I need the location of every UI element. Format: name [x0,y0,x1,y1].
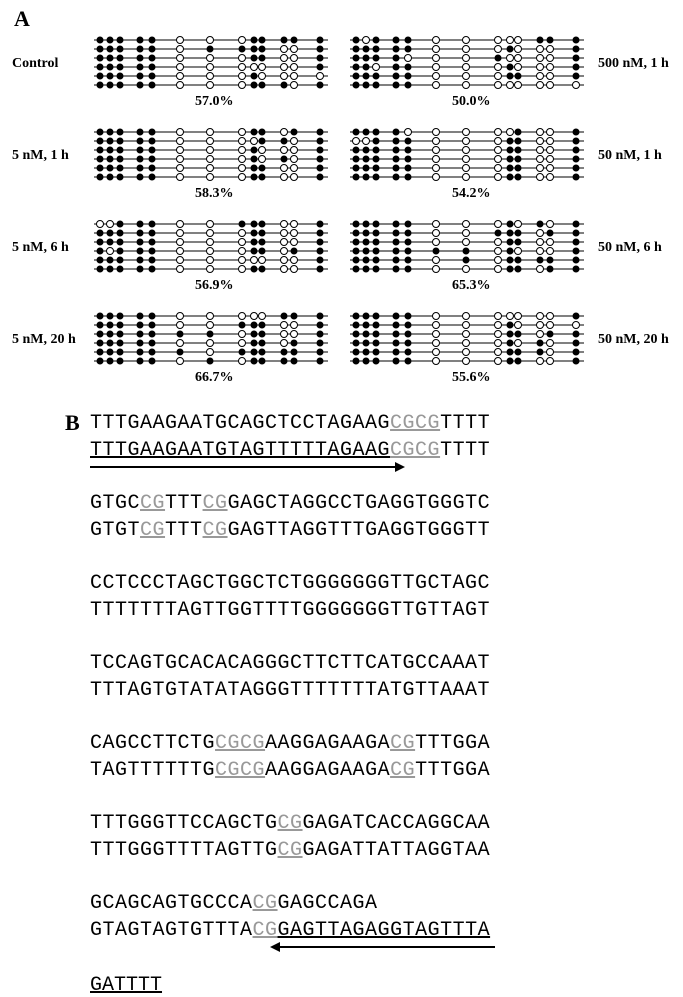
sequence-top: CAGCCTTCTGCGCGAAGGAGAAGACGTTTGGA [90,730,650,757]
percent-label: 50.0% [452,94,491,110]
methylation-block [348,34,588,94]
condition-label: 5 nM, 1 h [12,148,69,164]
sequence-top: TTTGAAGAATGCAGCTCCTAGAAGCGCGTTTT [90,410,650,437]
sequence-top: GCAGCAGTGCCCACGGAGCCAGA [90,890,650,917]
panel-b-label: B [65,410,80,436]
sequence-pair: GTGCCGTTTCGGAGCTAGGCCTGAGGTGGGTCGTGTCGTT… [90,490,650,544]
sequence-bottom: TTTGGGTTTTAGTTGCGGAGATTATTAGGTAA [90,837,650,864]
condition-label: Control [12,56,58,72]
sequence-top: TCCAGTGCACACAGGGCTTCTTCATGCCAAAT [90,650,650,677]
percent-label: 55.6% [452,370,491,386]
condition-label: 50 nM, 1 h [598,148,662,164]
methylation-block [348,310,588,370]
sequence-top: GTGCCGTTTCGGAGCTAGGCCTGAGGTGGGTC [90,490,650,517]
methylation-block [348,126,588,186]
sequence-bottom: TTTTTTTAGTTGGTTTTGGGGGGGTTGTTAGT [90,597,650,624]
sequence-bottom: TAGTTTTTTGCGCGAAGGAGAAGACGTTTGGA [90,757,650,784]
condition-label: 5 nM, 6 h [12,240,69,256]
methylation-block [92,34,332,94]
methylation-block [92,126,332,186]
percent-label: 58.3% [195,186,234,202]
sequence-top: TTTGGGTTCCAGCTGCGGAGATCACCAGGCAA [90,810,650,837]
sequence-pair: GCAGCAGTGCCCACGGAGCCAGAGTAGTAGTGTTTACGGA… [90,890,650,944]
methylation-block [348,218,588,278]
condition-label: 50 nM, 6 h [598,240,662,256]
percent-label: 66.7% [195,370,234,386]
sequence-bottom: GTAGTAGTGTTTACGGAGTTAGAGGTAGTTTA [90,917,650,944]
panel-b: TTTGAAGAATGCAGCTCCTAGAAGCGCGTTTTTTTGAAGA… [90,410,650,997]
methylation-block [92,218,332,278]
sequence-pair: CAGCCTTCTGCGCGAAGGAGAAGACGTTTGGATAGTTTTT… [90,730,650,784]
panel-a: Control 57.0% 500 nM, 1 h 50.0% 5 nM, 1 h 58.… [0,0,683,400]
sequence-pair: CCTCCCTAGCTGGCTCTGGGGGGGTTGCTAGCTTTTTTTA… [90,570,650,624]
footer-sequence: GATTTT [90,974,650,997]
condition-label: 500 nM, 1 h [598,56,669,72]
condition-label: 5 nM, 20 h [12,332,76,348]
percent-label: 57.0% [195,94,234,110]
percent-label: 65.3% [452,278,491,294]
sequence-pair: TTTGGGTTCCAGCTGCGGAGATCACCAGGCAATTTGGGTT… [90,810,650,864]
percent-label: 54.2% [452,186,491,202]
percent-label: 56.9% [195,278,234,294]
condition-label: 50 nM, 20 h [598,332,669,348]
sequence-bottom: GTGTCGTTTCGGAGTTAGGTTTGAGGTGGGTT [90,517,650,544]
sequence-pair: TCCAGTGCACACAGGGCTTCTTCATGCCAAATTTTAGTGT… [90,650,650,704]
sequence-pair: TTTGAAGAATGCAGCTCCTAGAAGCGCGTTTTTTTGAAGA… [90,410,650,464]
sequence-bottom: TTTGAAGAATGTAGTTTTTAGAAGCGCGTTTT [90,437,650,464]
sequence-bottom: TTTAGTGTATATAGGGTTTTTTTATGTTAAAT [90,677,650,704]
methylation-block [92,310,332,370]
sequence-top: CCTCCCTAGCTGGCTCTGGGGGGGTTGCTAGC [90,570,650,597]
